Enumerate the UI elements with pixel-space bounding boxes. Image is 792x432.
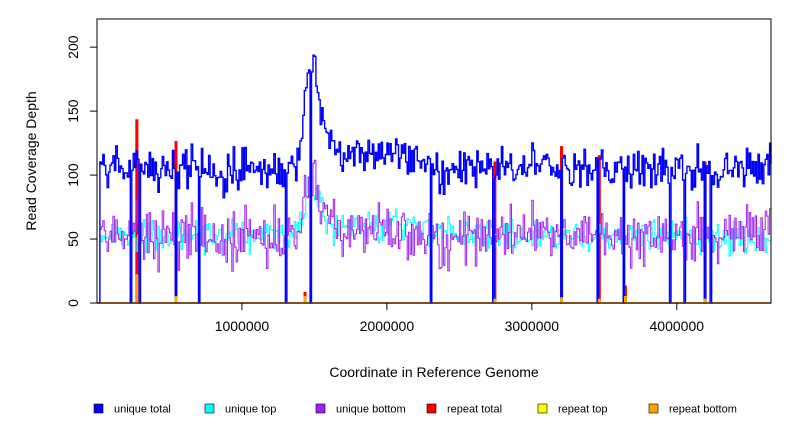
x-tick-label: 1000000 bbox=[215, 318, 270, 334]
legend-swatch bbox=[426, 403, 437, 414]
legend-label: repeat top bbox=[558, 404, 608, 416]
y-tick-label: 50 bbox=[65, 231, 81, 247]
y-axis-title: Read Coverage Depth bbox=[23, 91, 39, 230]
legend-swatch bbox=[204, 403, 215, 414]
y-tick-label: 0 bbox=[65, 299, 81, 307]
legend-swatch bbox=[648, 403, 659, 414]
x-tick-label: 4000000 bbox=[650, 318, 705, 334]
x-axis: 1000000 2000000 3000000 4000000 bbox=[215, 302, 705, 334]
y-tick-label: 100 bbox=[65, 163, 81, 187]
x-tick-label: 2000000 bbox=[360, 318, 415, 334]
legend-label: repeat bottom bbox=[669, 404, 737, 416]
legend-label: repeat total bbox=[447, 404, 502, 416]
y-tick-label: 200 bbox=[65, 35, 81, 59]
x-axis-title: Coordinate in Reference Genome bbox=[329, 364, 539, 380]
x-tick-label: 3000000 bbox=[505, 318, 560, 334]
legend-label: unique total bbox=[114, 404, 171, 416]
legend-swatch bbox=[315, 403, 326, 414]
legend-label: unique top bbox=[225, 404, 276, 416]
series-unique-bottom bbox=[97, 159, 772, 304]
y-axis: 0 50 100 150 200 bbox=[65, 35, 98, 307]
legend-swatch bbox=[93, 403, 104, 414]
legend: unique total unique top unique bottom repea… bbox=[93, 403, 737, 416]
series-layer bbox=[97, 54, 772, 304]
legend-label: unique bottom bbox=[336, 404, 406, 416]
y-tick-label: 150 bbox=[65, 99, 81, 123]
legend-swatch bbox=[537, 403, 548, 414]
series-unique-total bbox=[97, 54, 772, 304]
